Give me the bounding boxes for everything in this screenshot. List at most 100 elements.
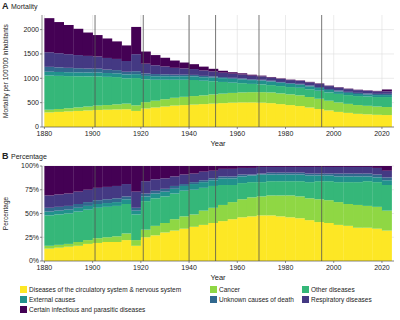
bar-segment [150,74,160,76]
bar-segment [266,85,276,92]
bar-segment [237,175,247,177]
bar-segment [199,182,209,188]
y-axis-label: Mortality per 100'000 inhabitants [2,23,10,117]
x-tick-label: 1960 [229,264,245,271]
bar-segment [131,78,141,105]
y-tick [40,53,42,54]
bar-segment [208,94,218,103]
bar-segment [343,226,353,261]
x-tick-label: 1900 [85,130,101,137]
bar-segment [199,95,209,104]
bar-segment [372,97,382,106]
bar-segment [295,196,305,218]
bar-segment [382,94,392,95]
bar-segment [54,22,64,53]
x-tick [189,127,190,129]
bar-segment [131,71,141,74]
bar-segment [372,207,382,229]
bar-segment [44,249,54,261]
bar-segment [363,91,373,94]
bar-segment [131,74,141,78]
bar-segment [93,106,103,110]
bar-segment [237,183,247,199]
bars [44,15,391,127]
bar-segment [122,240,132,261]
bar-segment [44,110,54,113]
bar-segment [112,70,122,73]
bar-segment [83,72,93,76]
legend-label: Cancer [219,286,241,293]
bar-segment [237,166,247,168]
x-axis-label: Year [210,139,226,148]
bar-segment [363,97,373,106]
bar-segment [122,74,132,78]
bar-segment [93,56,103,68]
bar-segment [343,93,353,95]
bar-segment [189,227,199,261]
x-tick [285,261,286,263]
bar-segment [122,45,132,61]
bar-segment [286,84,296,87]
bar-segment [382,166,392,171]
bar-segment [286,87,296,94]
x-tick-label: 1960 [229,130,245,137]
bar-segment [141,108,151,127]
bar-segment [266,181,276,195]
bar-segment [208,76,218,77]
y-tick-label: 100% [21,162,39,169]
bars [44,166,391,261]
bar-segment [150,194,160,199]
x-tick [381,127,382,129]
bar-segment [228,103,238,127]
bar-segment [324,174,334,176]
bar-segment [179,184,189,186]
bar-segment [131,54,141,71]
reference-line [143,166,144,261]
bar-segment [73,208,83,212]
bar-segment [179,80,189,97]
bar-segment [93,208,103,238]
bar-segment [112,242,122,261]
bar-segment [189,190,199,215]
bar-segment [334,174,344,177]
bar-segment [170,75,180,77]
reference-line [258,15,259,127]
bar-segment [208,81,218,94]
bar-segment [218,178,228,185]
bar-segment [208,178,218,180]
bar-segment [343,88,353,89]
bar-segment [170,76,180,79]
bar-segment [131,214,141,240]
bar-segment [102,77,112,105]
bar-segment [93,238,103,243]
bar-segment [382,95,392,97]
bar-segment [83,202,93,206]
bar-segment [314,91,324,99]
bar-segment [382,185,392,211]
bar-segment [382,91,392,93]
bar-segment [179,75,189,77]
panel-0: AMortality050010001500200018801900192019… [2,1,394,148]
bar-segment [228,93,238,103]
bar-segment [112,236,122,242]
bar-segment [314,88,324,91]
x-tick [189,261,190,263]
x-tick [333,127,334,129]
bar-segment [324,86,334,89]
y-tick-label: 1000 [23,75,39,82]
bar-segment [160,189,170,192]
bar-segment [44,18,54,52]
bar-segment [131,246,141,261]
reference-line [95,15,96,127]
bar-segment [199,172,209,181]
bar-segment [150,55,160,65]
bar-segment [276,104,286,127]
bar-segment [73,212,83,242]
bar-segment [141,166,151,181]
bar-segment [208,171,218,179]
bar-segment [363,93,373,94]
bar-segment [199,81,209,96]
legend-swatch [302,296,309,303]
legend-label: External causes [29,296,76,303]
bar-segment [228,72,238,73]
